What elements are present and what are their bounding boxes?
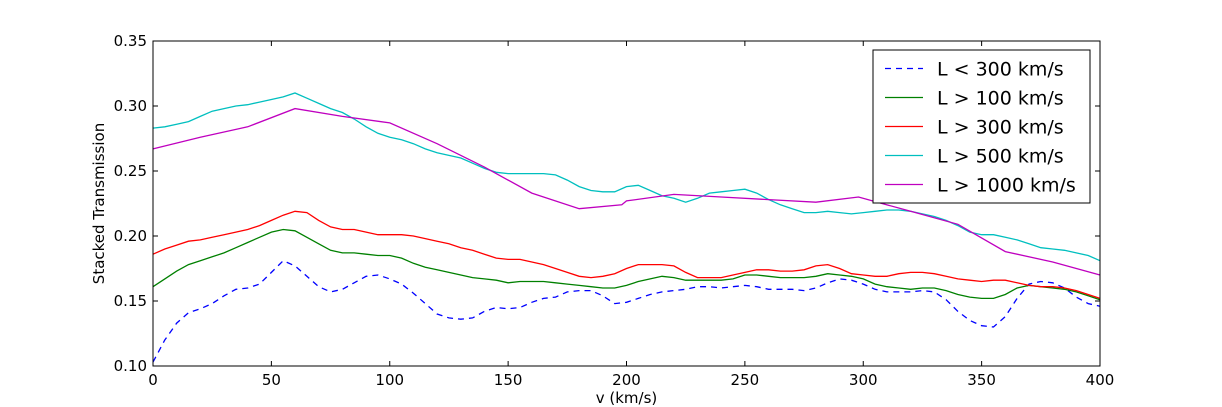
series-layer bbox=[152, 92, 1101, 363]
series-line-4 bbox=[152, 107, 1101, 276]
ticks-layer: 0 50 100 150 200 250 300 350 400 0.10 0.15 0.20 0.25… bbox=[114, 32, 1115, 389]
x-tick-label: 150 bbox=[494, 371, 523, 389]
legend-entry-2: L > 300 km/s bbox=[937, 117, 1064, 139]
x-tick-label: 300 bbox=[849, 371, 878, 389]
y-tick-label: 0.30 bbox=[114, 97, 147, 115]
y-tick-label: 0.25 bbox=[114, 162, 147, 180]
legend: L < 300 km/s L > 100 km/s L > 300 km/s L > … bbox=[872, 49, 1091, 204]
x-tick-label: 200 bbox=[612, 371, 641, 389]
legend-entry-0: L < 300 km/s bbox=[937, 59, 1064, 81]
legend-entry-1: L > 100 km/s bbox=[937, 88, 1064, 110]
x-tick-label: 250 bbox=[731, 371, 760, 389]
x-tick-label: 350 bbox=[967, 371, 996, 389]
y-tick-label: 0.35 bbox=[114, 32, 147, 50]
series-line-2 bbox=[152, 210, 1101, 300]
legend-entry-3: L > 500 km/s bbox=[937, 146, 1064, 168]
y-tick-label: 0.15 bbox=[114, 292, 147, 310]
series-line-1 bbox=[152, 228, 1101, 301]
y-axis-label: Stacked Transmission bbox=[90, 123, 108, 284]
x-tick-label: 400 bbox=[1086, 371, 1115, 389]
x-tick-label: 50 bbox=[262, 371, 281, 389]
legend-entry-4: L > 1000 km/s bbox=[937, 175, 1076, 197]
series-line-0 bbox=[152, 259, 1101, 363]
series-line-3 bbox=[152, 92, 1101, 262]
y-tick-label: 0.10 bbox=[114, 357, 147, 375]
x-tick-label: 100 bbox=[375, 371, 404, 389]
x-tick-label: 0 bbox=[148, 371, 158, 389]
x-axis-label: v (km/s) bbox=[596, 389, 658, 407]
y-tick-label: 0.20 bbox=[114, 227, 147, 245]
